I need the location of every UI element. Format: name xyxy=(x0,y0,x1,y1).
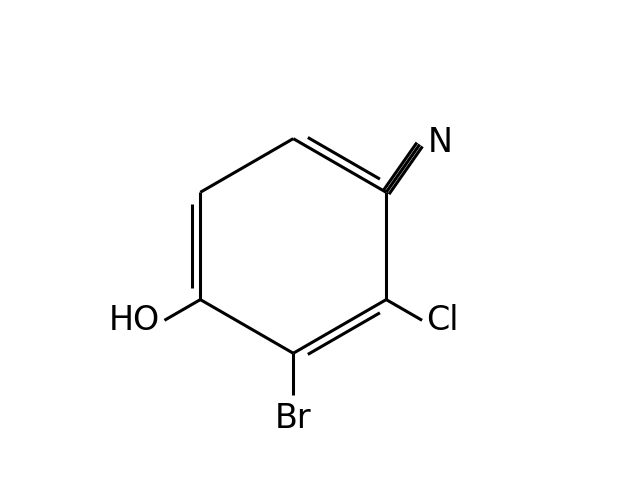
Text: N: N xyxy=(428,126,453,159)
Text: HO: HO xyxy=(108,304,160,336)
Text: Cl: Cl xyxy=(427,304,459,336)
Text: Br: Br xyxy=(275,402,312,434)
